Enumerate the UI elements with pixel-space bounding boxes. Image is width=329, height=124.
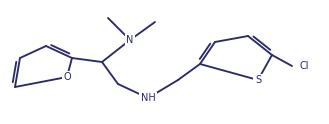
Text: O: O bbox=[63, 72, 71, 82]
Text: S: S bbox=[255, 75, 261, 85]
Text: Cl: Cl bbox=[300, 61, 310, 71]
Text: N: N bbox=[126, 35, 134, 45]
Text: NH: NH bbox=[140, 93, 155, 103]
